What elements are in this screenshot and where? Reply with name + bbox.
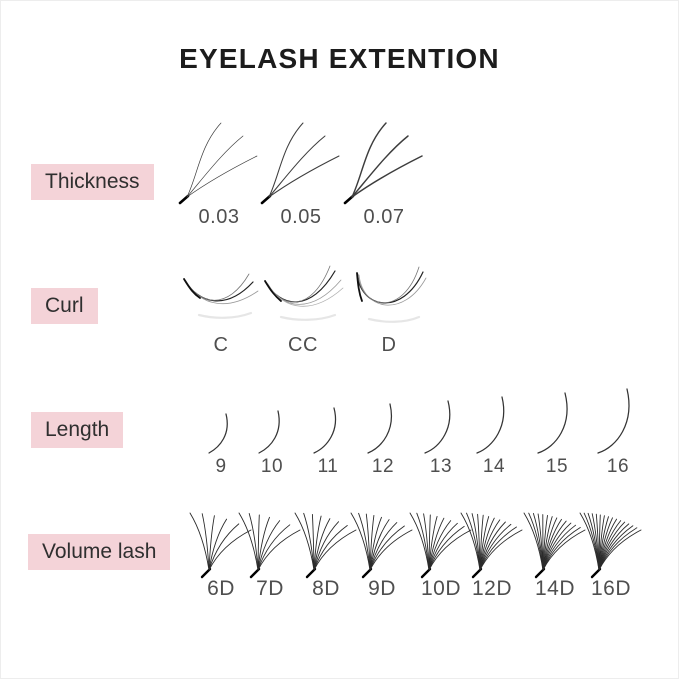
- volume-value-label: 14D: [534, 577, 576, 600]
- thickness-value-label: 0.03: [198, 206, 240, 228]
- volume-fan-illustration: [290, 510, 362, 580]
- volume-fan-illustration: [575, 510, 647, 580]
- curl-value-label: CC: [288, 334, 318, 356]
- length-value-label: 16: [606, 456, 630, 477]
- volume-fan-illustration: [405, 510, 477, 580]
- volume-value-label: 7D: [256, 577, 284, 600]
- volume-lash-label: Volume lash: [28, 534, 171, 570]
- volume-value-label: 12D: [471, 577, 513, 600]
- lash-length-illustration: [422, 398, 461, 457]
- thickness-label: Thickness: [31, 164, 154, 200]
- length-value-label: 9: [215, 456, 227, 477]
- curl-label: Curl: [31, 288, 98, 324]
- length-value-label: 11: [317, 456, 339, 477]
- curl-illustration: [347, 263, 431, 325]
- volume-fan-illustration: [185, 510, 257, 580]
- lash-length-illustration: [311, 405, 346, 457]
- length-value-label: 10: [260, 456, 284, 477]
- lash-length-illustration: [595, 386, 641, 457]
- curl-illustration: [261, 263, 345, 325]
- volume-value-label: 10D: [420, 577, 462, 600]
- thickness-value-label: 0.07: [363, 206, 405, 228]
- curl-value-label: D: [381, 334, 397, 356]
- length-value-label: 14: [482, 456, 506, 477]
- length-value-label: 15: [545, 456, 569, 477]
- volume-fan-illustration: [346, 510, 418, 580]
- lash-thickness-illustration: [259, 119, 343, 205]
- lash-length-illustration: [365, 401, 402, 457]
- volume-fan-illustration: [519, 510, 591, 580]
- length-value-label: 13: [429, 456, 453, 477]
- curl-illustration: [179, 263, 263, 325]
- volume-value-label: 8D: [312, 577, 340, 600]
- lash-length-illustration: [256, 408, 289, 457]
- volume-fan-illustration: [456, 510, 528, 580]
- volume-value-label: 6D: [207, 577, 235, 600]
- volume-fan-illustration: [234, 510, 306, 580]
- lash-length-illustration: [535, 390, 579, 457]
- lash-thickness-illustration: [177, 119, 261, 205]
- lash-length-illustration: [474, 394, 515, 457]
- lash-thickness-illustration: [342, 119, 426, 205]
- page-title: EYELASH EXTENTION: [179, 43, 500, 74]
- volume-value-label: 9D: [368, 577, 396, 600]
- volume-value-label: 16D: [590, 577, 632, 600]
- length-label: Length: [31, 412, 124, 448]
- lash-length-illustration: [206, 411, 237, 457]
- curl-value-label: C: [213, 334, 229, 356]
- length-value-label: 12: [371, 456, 395, 477]
- thickness-value-label: 0.05: [280, 206, 322, 228]
